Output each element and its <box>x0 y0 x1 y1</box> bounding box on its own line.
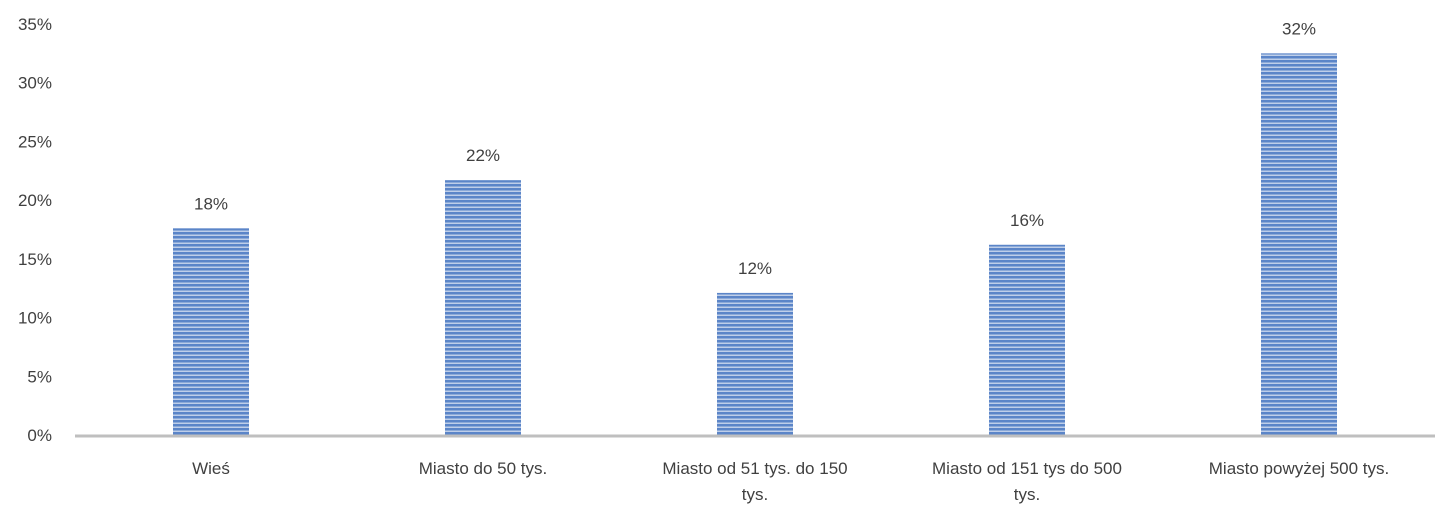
bar <box>445 180 521 435</box>
data-label: 22% <box>466 146 500 165</box>
y-tick-label: 30% <box>18 74 52 93</box>
bars <box>173 53 1337 435</box>
x-axis: Wieś Miasto do 50 tys. Miasto od 51 tys. d… <box>192 459 1389 504</box>
bar <box>717 292 793 435</box>
data-label: 18% <box>194 194 228 213</box>
y-tick-label: 25% <box>18 132 52 151</box>
y-axis: 0% 5% 10% 15% 20% 25% 30% 35% <box>18 15 52 445</box>
bar <box>173 228 249 435</box>
data-label: 32% <box>1282 19 1316 38</box>
y-tick-label: 35% <box>18 15 52 34</box>
y-tick-label: 0% <box>27 426 52 445</box>
y-tick-label: 20% <box>18 191 52 210</box>
x-category-label: Miasto od 151 tys do 500 <box>932 459 1122 478</box>
bar <box>1261 53 1337 435</box>
bar <box>989 244 1065 435</box>
x-category-label: tys. <box>1014 485 1040 504</box>
x-category-label: Miasto od 51 tys. do 150 <box>662 459 847 478</box>
y-tick-label: 5% <box>27 367 52 386</box>
x-category-label: Miasto powyżej 500 tys. <box>1209 459 1389 478</box>
y-tick-label: 10% <box>18 309 52 328</box>
data-labels: 18% 22% 12% 16% 32% <box>194 19 1316 278</box>
x-category-label: tys. <box>742 485 768 504</box>
data-label: 12% <box>738 259 772 278</box>
x-category-label: Wieś <box>192 459 230 478</box>
y-tick-label: 15% <box>18 250 52 269</box>
x-category-label: Miasto do 50 tys. <box>419 459 548 478</box>
data-label: 16% <box>1010 211 1044 230</box>
